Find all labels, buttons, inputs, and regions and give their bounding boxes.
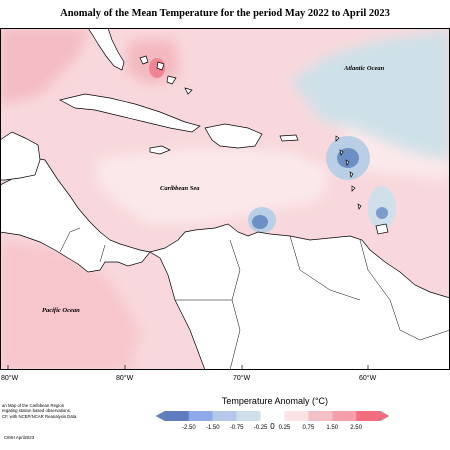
cold-core-trinidad bbox=[376, 207, 388, 219]
legend-swatch bbox=[284, 411, 309, 421]
legend-tick-label: 0.75 bbox=[302, 425, 314, 431]
legend-swatch bbox=[332, 411, 357, 421]
jamaica-land bbox=[149, 145, 171, 155]
legend-arrow-low bbox=[155, 410, 166, 422]
label-pacific-ocean: Pacific Ocean bbox=[42, 307, 80, 314]
legend-swatch bbox=[260, 411, 285, 421]
country-borders bbox=[59, 227, 450, 370]
legend-swatch bbox=[188, 411, 213, 421]
florida-land bbox=[87, 28, 125, 71]
legend-title: Temperature Anomaly (°C) bbox=[221, 396, 329, 406]
lesser-antilles-islands bbox=[335, 135, 362, 210]
legend-swatch bbox=[212, 411, 237, 421]
legend-tick-label: 1.50 bbox=[326, 425, 338, 431]
warm-patch-northwest bbox=[0, 28, 90, 105]
description-line: regating station based observations, bbox=[2, 408, 72, 414]
yucatan-land bbox=[0, 131, 41, 181]
legend-tick-label: -2.50 bbox=[182, 425, 196, 431]
cool-patch-atlantic bbox=[290, 30, 450, 160]
legend-swatch bbox=[356, 411, 380, 421]
bahamas-islands bbox=[139, 55, 193, 95]
warm-patch-southwest bbox=[0, 240, 140, 370]
central-america-land bbox=[0, 157, 151, 273]
cold-core-venezuela bbox=[252, 215, 268, 229]
cuba-land bbox=[59, 93, 201, 133]
legend-swatch bbox=[165, 411, 189, 421]
description-line: CF, with NCEP/NCAR Reanalysis Data. bbox=[2, 413, 78, 419]
south-america-land bbox=[149, 223, 450, 370]
neutral-patch-caribbean bbox=[95, 148, 330, 225]
description-line: an Map of the Caribbean Region bbox=[2, 403, 65, 408]
label-atlantic-ocean: Atlantic Ocean bbox=[343, 65, 385, 72]
label-caribbean-sea: Caribbean Sea bbox=[160, 185, 200, 192]
trinidad-island bbox=[375, 223, 389, 235]
legend-swatch bbox=[308, 411, 333, 421]
map-title: Anomaly of the Mean Temperature for the … bbox=[60, 8, 390, 19]
puerto-rico-land bbox=[279, 134, 299, 142]
legend-tick-label: -1.50 bbox=[206, 425, 220, 431]
hispaniola-land bbox=[204, 123, 263, 149]
legend-swatch bbox=[236, 411, 261, 421]
legend-tick-label: 0.25 bbox=[279, 425, 291, 431]
legend-arrow-high bbox=[379, 410, 390, 422]
temperature-anomaly-map: Atlantic Ocean Caribbean Sea Pacific Oce… bbox=[0, 28, 450, 370]
legend-tick-label: 0 bbox=[270, 422, 275, 431]
legend-tick-label: -0.75 bbox=[230, 425, 244, 431]
legend-tick-label: -0.25 bbox=[254, 425, 268, 431]
map-description: an Map of the Caribbean Region regating … bbox=[2, 403, 122, 419]
legend-tick-label: 2.50 bbox=[350, 425, 362, 431]
map-credit: CIMH April2023 bbox=[4, 435, 35, 440]
